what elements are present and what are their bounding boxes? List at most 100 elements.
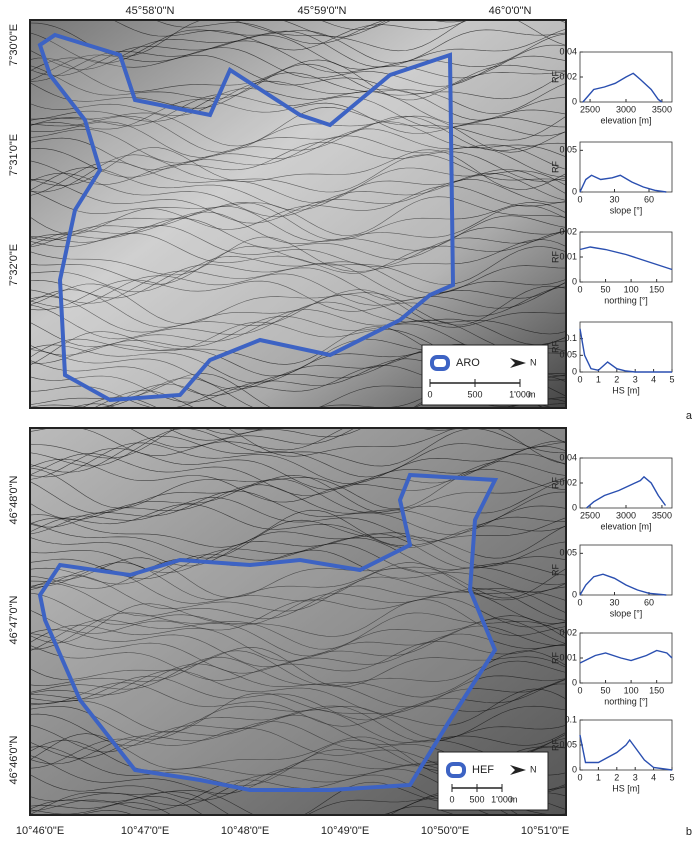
- data-line: [580, 735, 672, 770]
- x-tick-label: 150: [649, 284, 664, 294]
- x-axis-label: slope [°]: [610, 608, 643, 618]
- plot-frame: [580, 633, 672, 683]
- data-line: [580, 175, 666, 192]
- x-tick-label: 3000: [616, 510, 636, 520]
- x-axis-label: HS [m]: [612, 783, 640, 793]
- lon-label: 10°48'0"E: [221, 825, 269, 837]
- lat-label: 46°46'0"N: [8, 735, 20, 784]
- lat-label: 46°0'0"N: [489, 5, 532, 17]
- y-tick-label: 0.04: [559, 452, 577, 462]
- x-axis-label: elevation [m]: [600, 115, 651, 125]
- lon-label: 7°31'0"E: [8, 134, 20, 176]
- plot-frame: [580, 545, 672, 595]
- legend-label: HEF: [472, 764, 494, 776]
- panel-label: b: [686, 826, 692, 838]
- x-tick-label: 30: [609, 597, 619, 607]
- x-tick-label: 0: [577, 597, 582, 607]
- x-tick-label: 1: [596, 374, 601, 384]
- x-axis-label: HS [m]: [612, 385, 640, 395]
- lon-label: 7°32'0"E: [8, 244, 20, 286]
- y-tick-label: 0.04: [559, 46, 577, 56]
- x-tick-label: 50: [601, 284, 611, 294]
- plot-frame: [580, 322, 672, 372]
- lon-label: 10°47'0"E: [121, 825, 169, 837]
- plot-frame: [580, 458, 672, 508]
- y-tick-label: 0.05: [559, 548, 577, 558]
- lat-label: 46°47'0"N: [8, 595, 20, 644]
- y-tick-label: 0.1: [564, 714, 577, 724]
- data-line: [583, 73, 662, 102]
- x-tick-label: 100: [624, 685, 639, 695]
- x-tick-label: 3500: [652, 510, 672, 520]
- x-tick-label: 60: [644, 597, 654, 607]
- plot-frame: [580, 232, 672, 282]
- x-axis-label: northing [°]: [604, 295, 648, 305]
- x-tick-label: 2500: [580, 104, 600, 114]
- north-label: N: [530, 764, 537, 774]
- lon-label: 10°46'0"E: [16, 825, 64, 837]
- x-tick-label: 5: [669, 374, 674, 384]
- y-tick-label: 0.02: [559, 226, 577, 236]
- contour: [30, 814, 566, 840]
- contour: [30, 821, 566, 840]
- x-tick-label: 2: [614, 374, 619, 384]
- x-tick-label: 0: [577, 685, 582, 695]
- x-tick-label: 0: [577, 194, 582, 204]
- lon-label: 10°51'0"E: [521, 825, 569, 837]
- data-line: [580, 651, 672, 664]
- x-tick-label: 4: [651, 772, 656, 782]
- y-tick-label: 0.02: [559, 71, 577, 81]
- lon-label: 10°49'0"E: [321, 825, 369, 837]
- x-tick-label: 3: [633, 374, 638, 384]
- scale-label: 500: [469, 794, 484, 804]
- y-tick-label: 0.02: [559, 627, 577, 637]
- x-axis-label: northing [°]: [604, 696, 648, 706]
- y-axis-label: RF: [550, 564, 560, 576]
- x-tick-label: 2500: [580, 510, 600, 520]
- y-axis-label: RF: [550, 71, 560, 83]
- lat-label: 45°58'0"N: [126, 5, 175, 17]
- y-tick-label: 0.01: [559, 652, 577, 662]
- data-line: [580, 329, 672, 372]
- y-tick-label: 0: [572, 186, 577, 196]
- x-tick-label: 1: [596, 772, 601, 782]
- y-tick-label: 0.1: [564, 333, 577, 343]
- y-tick-label: 0: [572, 677, 577, 687]
- y-tick-label: 0.01: [559, 251, 577, 261]
- north-label: N: [530, 357, 537, 367]
- y-tick-label: 0.05: [559, 739, 577, 749]
- y-tick-label: 0: [572, 589, 577, 599]
- data-line: [587, 477, 666, 508]
- plot-frame: [580, 142, 672, 192]
- legend-label: ARO: [456, 357, 480, 369]
- y-tick-label: 0: [572, 502, 577, 512]
- y-tick-label: 0.02: [559, 477, 577, 487]
- y-tick-label: 0: [572, 764, 577, 774]
- y-axis-label: RF: [550, 652, 560, 664]
- data-line: [580, 247, 672, 270]
- y-tick-label: 0: [572, 366, 577, 376]
- scale-unit: m: [510, 794, 518, 804]
- x-tick-label: 100: [624, 284, 639, 294]
- x-tick-label: 0: [577, 772, 582, 782]
- y-axis-label: RF: [550, 251, 560, 263]
- x-tick-label: 150: [649, 685, 664, 695]
- x-tick-label: 3: [633, 772, 638, 782]
- x-axis-label: elevation [m]: [600, 521, 651, 531]
- x-tick-label: 4: [651, 374, 656, 384]
- x-tick-label: 5: [669, 772, 674, 782]
- x-tick-label: 30: [609, 194, 619, 204]
- y-axis-label: RF: [550, 161, 560, 173]
- x-tick-label: 3500: [652, 104, 672, 114]
- scale-unit: m: [528, 389, 536, 399]
- y-axis-label: RF: [550, 739, 560, 751]
- y-tick-label: 0.05: [559, 350, 577, 360]
- y-tick-label: 0.05: [559, 145, 577, 155]
- y-tick-label: 0: [572, 96, 577, 106]
- x-tick-label: 3000: [616, 104, 636, 114]
- x-tick-label: 60: [644, 194, 654, 204]
- scale-label: 0: [449, 794, 454, 804]
- data-line: [580, 574, 666, 595]
- lon-label: 7°30'0"E: [8, 24, 20, 66]
- scale-label: 500: [467, 389, 482, 399]
